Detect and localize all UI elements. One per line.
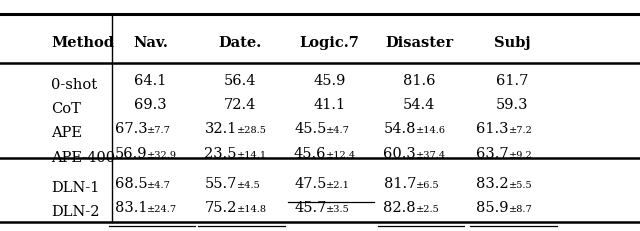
Text: 75.2: 75.2 xyxy=(204,201,237,214)
Text: 0-shot: 0-shot xyxy=(51,77,97,91)
Text: 82.8: 82.8 xyxy=(383,201,416,214)
Text: ±6.5: ±6.5 xyxy=(416,180,440,189)
Text: 67.3: 67.3 xyxy=(115,122,147,136)
Text: 56.9: 56.9 xyxy=(115,146,147,160)
Text: 85.9: 85.9 xyxy=(476,201,509,214)
Text: Subj: Subj xyxy=(493,36,531,50)
Text: Nav.: Nav. xyxy=(133,36,168,50)
Text: 45.6: 45.6 xyxy=(294,146,326,160)
Text: DLN-1: DLN-1 xyxy=(51,180,100,194)
Text: ±37.4: ±37.4 xyxy=(416,150,446,159)
Text: ±4.5: ±4.5 xyxy=(237,180,260,189)
Text: 55.7: 55.7 xyxy=(204,176,237,190)
Text: 68.5: 68.5 xyxy=(115,176,147,190)
Text: 72.4: 72.4 xyxy=(224,98,256,112)
Text: 81.6: 81.6 xyxy=(403,73,435,87)
Text: APE-400: APE-400 xyxy=(51,150,115,164)
Text: 63.7: 63.7 xyxy=(476,146,509,160)
Text: 45.9: 45.9 xyxy=(314,73,346,87)
Text: 83.1: 83.1 xyxy=(115,201,147,214)
Text: Date.: Date. xyxy=(218,36,262,50)
Text: ±14.1: ±14.1 xyxy=(237,150,267,159)
Text: ±9.2: ±9.2 xyxy=(509,150,532,159)
Text: 69.3: 69.3 xyxy=(134,98,166,112)
Text: ±2.5: ±2.5 xyxy=(416,204,440,213)
Text: ±2.1: ±2.1 xyxy=(326,180,350,189)
Text: 56.4: 56.4 xyxy=(224,73,256,87)
Text: ±4.7: ±4.7 xyxy=(147,180,171,189)
Text: APE: APE xyxy=(51,126,82,140)
Text: 61.7: 61.7 xyxy=(496,73,528,87)
Text: Method: Method xyxy=(51,36,114,50)
Text: 64.1: 64.1 xyxy=(134,73,166,87)
Text: ±4.7: ±4.7 xyxy=(326,126,350,135)
Text: 47.5: 47.5 xyxy=(294,176,326,190)
Text: ±7.7: ±7.7 xyxy=(147,126,171,135)
Text: ±7.2: ±7.2 xyxy=(509,126,532,135)
Text: 45.7: 45.7 xyxy=(294,201,326,214)
Text: ±3.5: ±3.5 xyxy=(326,204,350,213)
Text: ±5.5: ±5.5 xyxy=(509,180,532,189)
Text: DLN-2: DLN-2 xyxy=(51,204,100,218)
Text: 32.1: 32.1 xyxy=(204,122,237,136)
Text: ±8.7: ±8.7 xyxy=(509,204,532,213)
Text: 60.3: 60.3 xyxy=(383,146,416,160)
Text: Disaster: Disaster xyxy=(385,36,453,50)
Text: 59.3: 59.3 xyxy=(496,98,528,112)
Text: 54.4: 54.4 xyxy=(403,98,435,112)
Text: ±12.4: ±12.4 xyxy=(326,150,356,159)
Text: CoT: CoT xyxy=(51,102,81,116)
Text: ±32.9: ±32.9 xyxy=(147,150,177,159)
Text: Logic.7: Logic.7 xyxy=(300,36,360,50)
Text: ±14.6: ±14.6 xyxy=(416,126,446,135)
Text: 23.5: 23.5 xyxy=(204,146,237,160)
Text: 54.8: 54.8 xyxy=(383,122,416,136)
Text: 83.2: 83.2 xyxy=(476,176,509,190)
Text: ±28.5: ±28.5 xyxy=(237,126,267,135)
Text: 81.7: 81.7 xyxy=(383,176,416,190)
Text: 41.1: 41.1 xyxy=(314,98,346,112)
Text: 45.5: 45.5 xyxy=(294,122,326,136)
Text: 61.3: 61.3 xyxy=(476,122,509,136)
Text: ±14.8: ±14.8 xyxy=(237,204,267,213)
Text: ±24.7: ±24.7 xyxy=(147,204,177,213)
